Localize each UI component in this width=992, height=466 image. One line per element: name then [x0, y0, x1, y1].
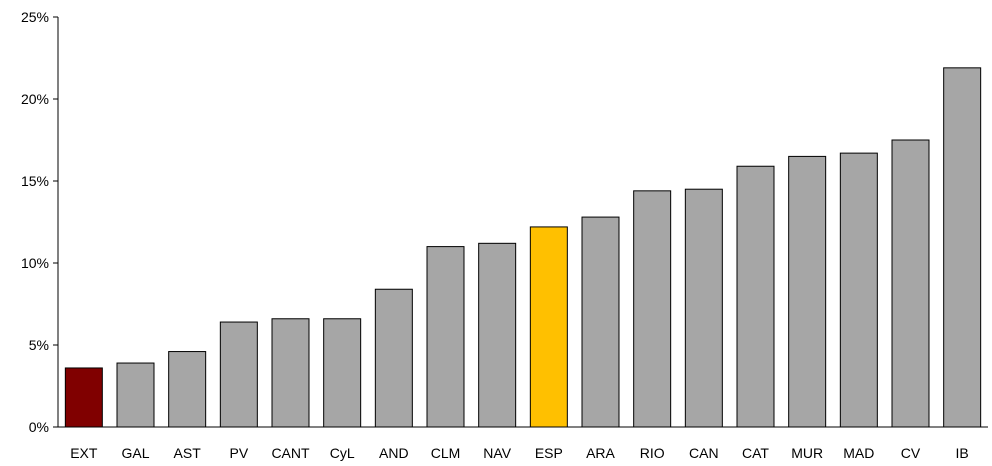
x-tick-label: NAV: [483, 445, 511, 461]
bar-cant: [271, 318, 310, 428]
y-tick-label: 10%: [21, 255, 49, 271]
x-tick-label: MAD: [843, 445, 874, 461]
bar-and: [374, 288, 413, 428]
x-tick-label: ARA: [586, 445, 615, 461]
x-tick-label: RIO: [640, 445, 665, 461]
bar-pv: [219, 321, 258, 428]
bar-rio: [633, 190, 672, 428]
x-tick-label: CyL: [330, 445, 355, 461]
bar-ib: [943, 67, 982, 428]
x-tick-label: CAN: [689, 445, 719, 461]
y-tick-label: 5%: [29, 337, 49, 353]
y-tick-label: 25%: [21, 9, 49, 25]
bar-gal: [116, 362, 155, 428]
x-axis: EXT GAL AST PV CANT CyL AND CLM NAV ESP ARA RIO CAN C…: [58, 426, 988, 461]
x-tick-label: CAT: [742, 445, 769, 461]
x-tick-label: GAL: [121, 445, 149, 461]
x-tick-label: CV: [901, 445, 921, 461]
bar-mur: [788, 155, 827, 428]
x-tick-label: PV: [229, 445, 248, 461]
bar-cat: [736, 165, 775, 428]
bar-clm: [426, 246, 465, 428]
y-tick-label: 0%: [29, 419, 49, 435]
x-tick-label: CANT: [271, 445, 310, 461]
bar-cyl: [323, 318, 362, 428]
bar-cv: [891, 139, 930, 428]
bar-can: [684, 188, 723, 428]
bar-esp: [529, 226, 568, 428]
bar-mad: [839, 152, 878, 428]
x-tick-label: ESP: [535, 445, 563, 461]
x-tick-label: CLM: [431, 445, 461, 461]
bar-ext: [64, 367, 103, 428]
y-tick-label: 20%: [21, 91, 49, 107]
bar-nav: [478, 242, 517, 428]
y-tick-label: 15%: [21, 173, 49, 189]
x-tick-label: AND: [379, 445, 409, 461]
x-tick-label: AST: [174, 445, 202, 461]
bar-ara: [581, 216, 620, 428]
y-axis: 0% 5% 10% 15% 20% 25%: [21, 9, 59, 435]
bar-ast: [168, 351, 207, 428]
x-tick-label: IB: [956, 445, 969, 461]
bars: [64, 67, 982, 428]
x-tick-label: MUR: [791, 445, 823, 461]
x-tick-label: EXT: [70, 445, 98, 461]
